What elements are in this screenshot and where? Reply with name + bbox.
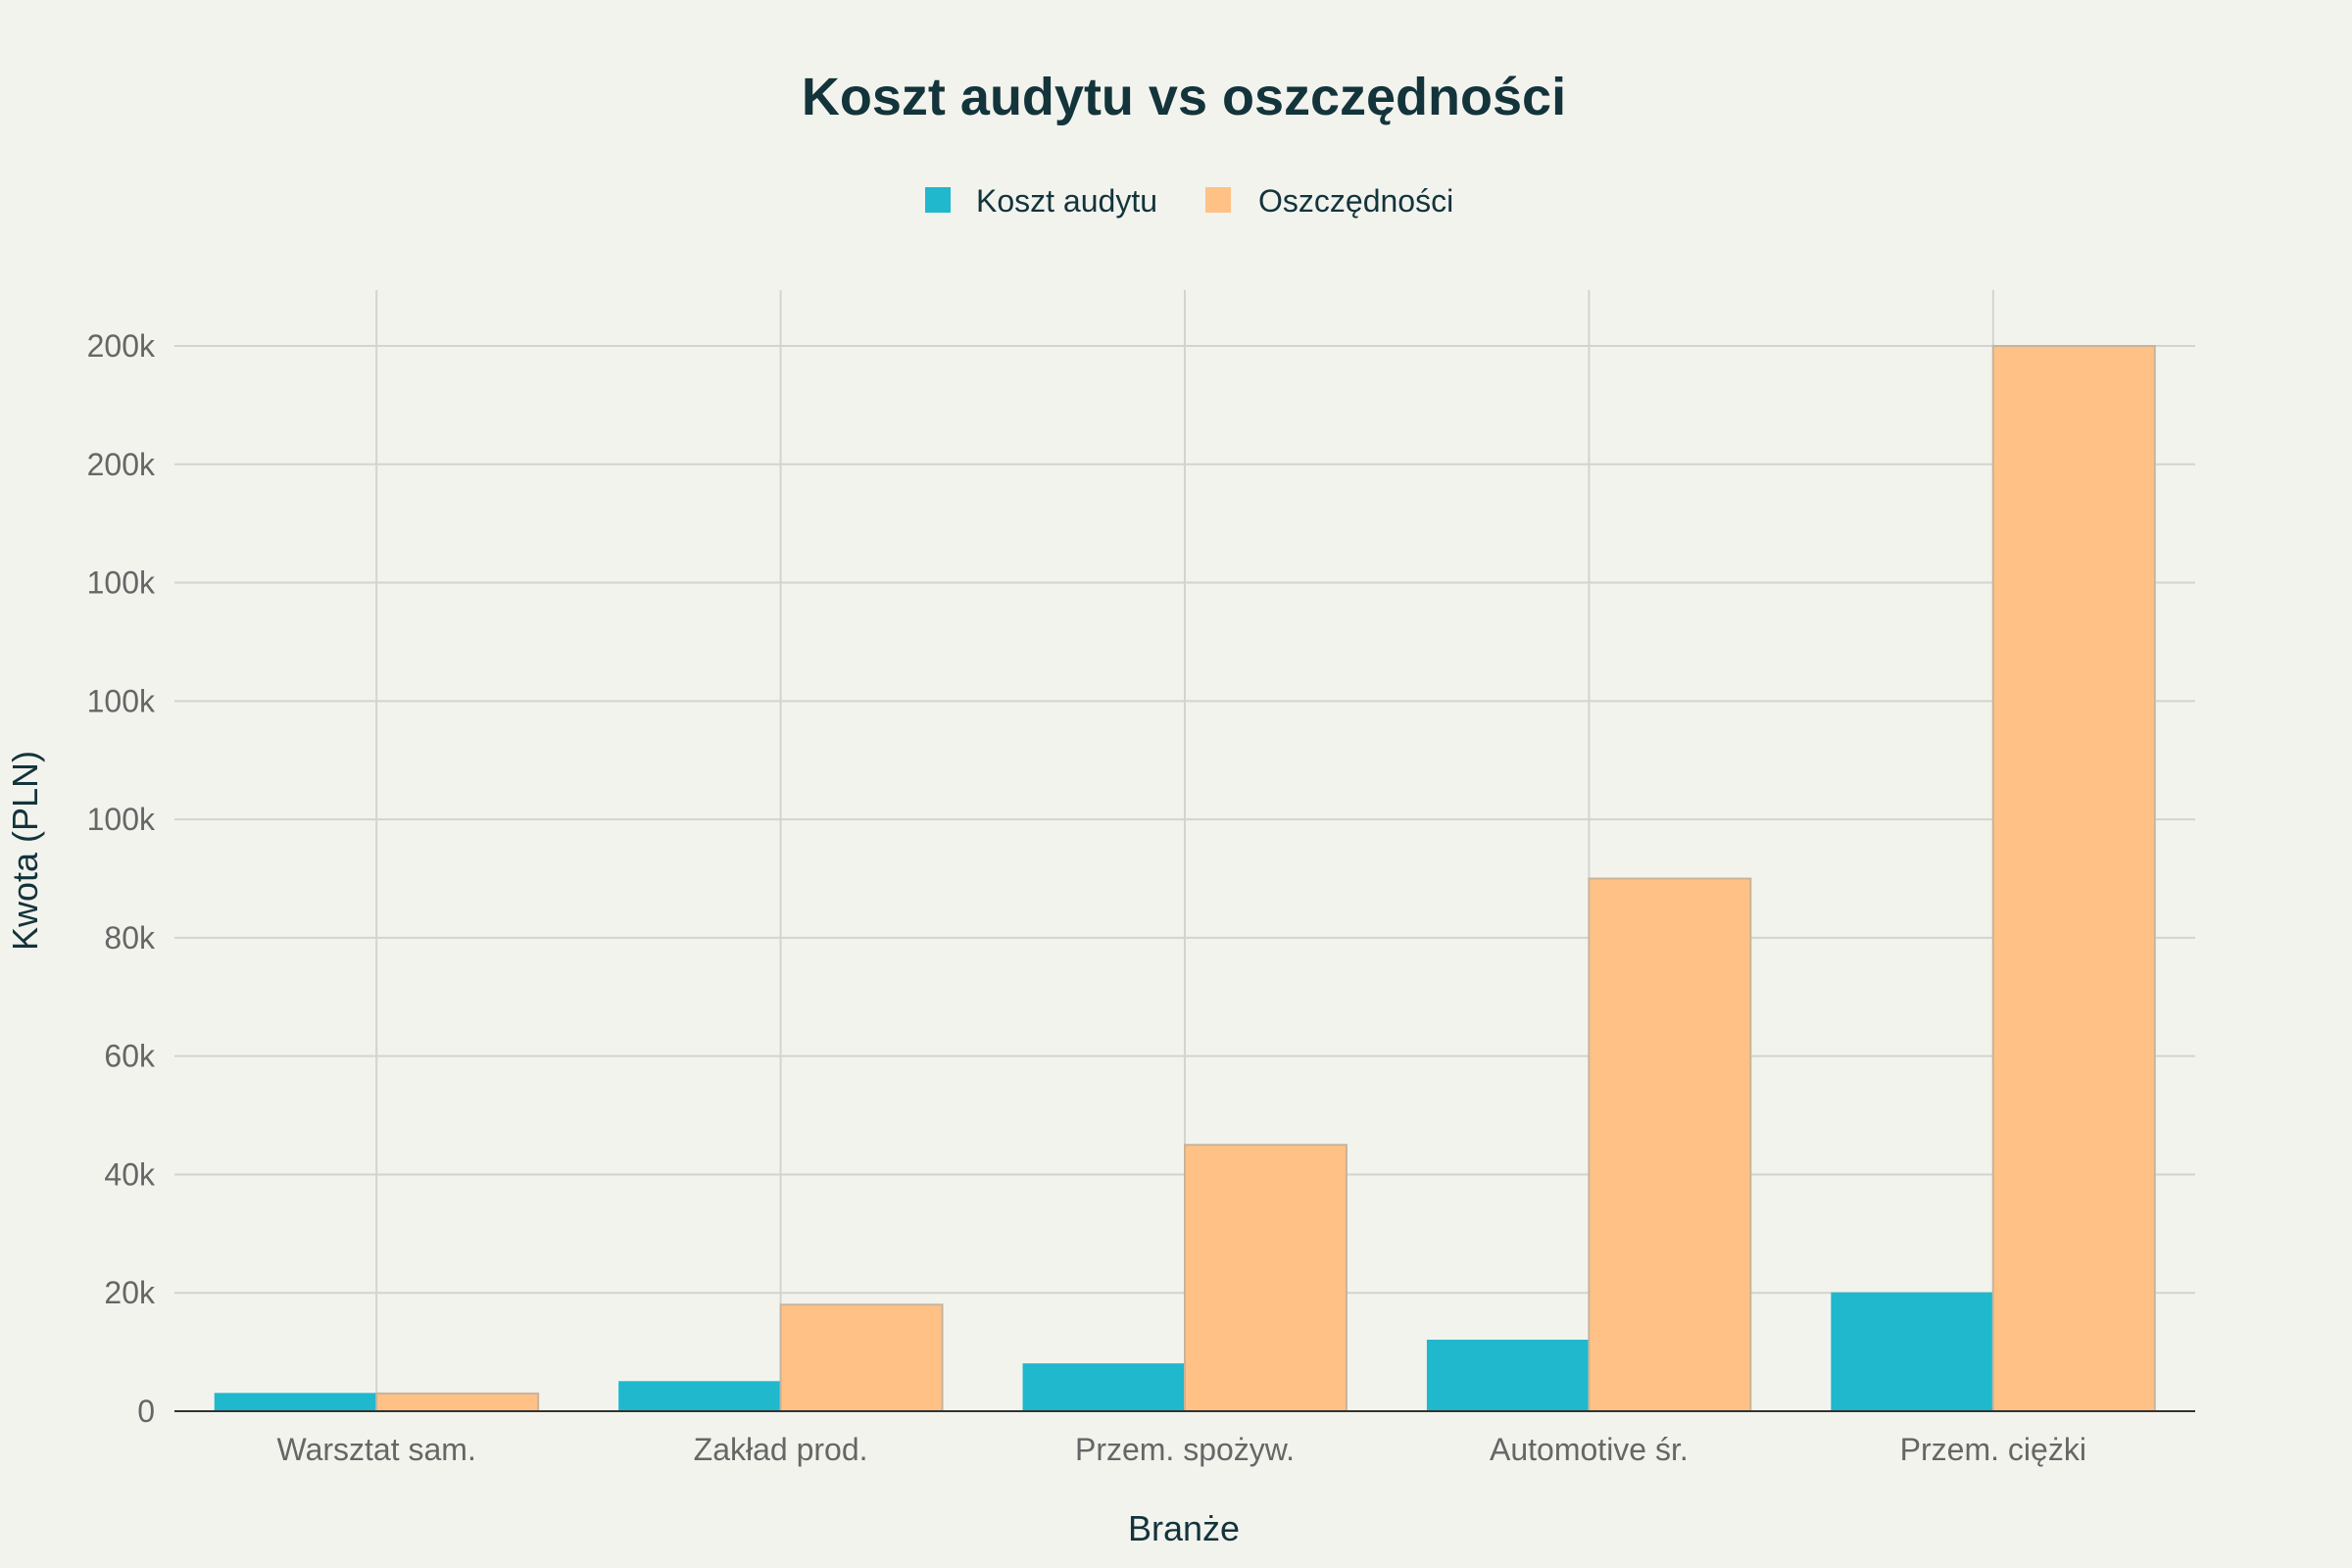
chart-title: Koszt audytu vs oszczędności: [802, 68, 1566, 126]
y-tick-label: 20k: [104, 1275, 156, 1310]
bar-oszczednosci: [779, 1303, 944, 1413]
x-axis-title: Branże: [1128, 1508, 1240, 1548]
y-tick-label: 100k: [87, 683, 156, 718]
legend: Koszt audytu Oszczędności: [925, 183, 1453, 219]
legend-swatch-cost: [925, 187, 951, 213]
legend-label-cost: Koszt audytu: [976, 183, 1157, 219]
x-tick-label: Warsztat sam.: [277, 1432, 476, 1467]
x-tick-label: Przem. ciężki: [1900, 1432, 2086, 1467]
bar-koszt-audytu: [1831, 1292, 1994, 1412]
y-axis-title: Kwota (PLN): [5, 751, 45, 951]
bar-koszt-audytu: [1022, 1363, 1186, 1412]
y-tick-label: 200k: [87, 447, 156, 482]
legend-label-savings: Oszczędności: [1258, 183, 1453, 219]
bar-oszczednosci: [1991, 345, 2156, 1412]
x-tick-label: Przem. spożyw.: [1075, 1432, 1295, 1467]
y-tick-label: 80k: [104, 920, 156, 956]
bar-koszt-audytu: [618, 1381, 782, 1412]
bar-koszt-audytu: [1426, 1340, 1590, 1412]
y-tick-label: 200k: [87, 328, 156, 364]
bar-oszczednosci: [1588, 877, 1752, 1412]
bar-oszczednosci: [375, 1392, 540, 1412]
x-tick-label: Automotive śr.: [1490, 1432, 1689, 1467]
y-tick-label: 100k: [87, 802, 156, 837]
y-tick-label: 0: [137, 1394, 155, 1429]
bar-koszt-audytu: [214, 1393, 377, 1412]
legend-swatch-savings: [1205, 187, 1231, 213]
bars: [214, 345, 2156, 1413]
y-tick-label: 40k: [104, 1156, 156, 1192]
axes: 0 20k 40k 60k 80k 100k 100k 100k 200k 200k Warszta…: [87, 328, 2195, 1467]
y-tick-label: 100k: [87, 565, 156, 601]
x-tick-label: Zakład prod.: [694, 1432, 868, 1467]
y-tick-label: 60k: [104, 1039, 156, 1074]
bar-oszczednosci: [1184, 1144, 1348, 1412]
